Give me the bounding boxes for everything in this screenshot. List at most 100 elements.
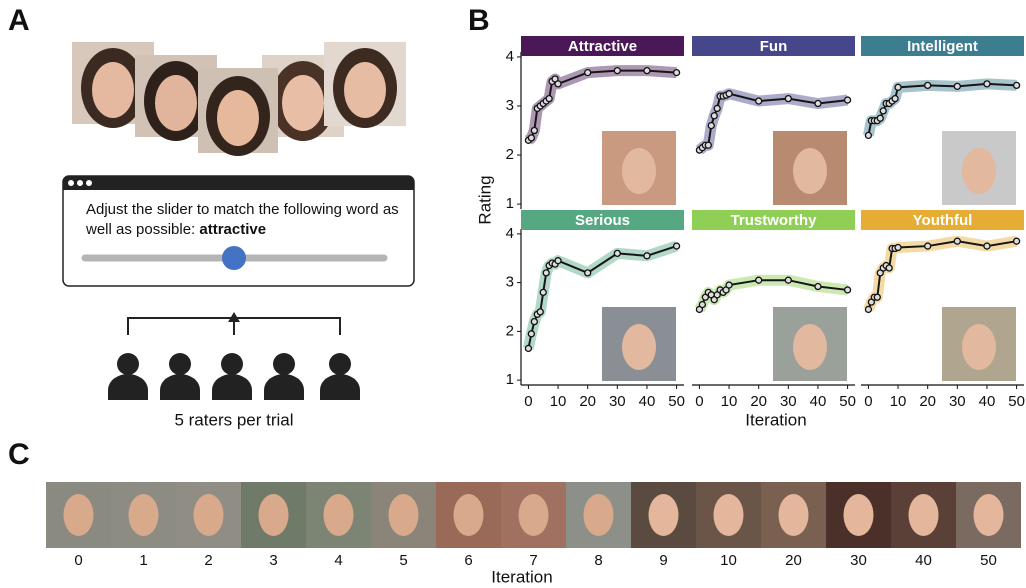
rater-icon (320, 353, 360, 400)
strip-label: 1 (139, 552, 147, 569)
strip-label: 0 (74, 552, 82, 569)
y-tick-label: 4 (506, 225, 514, 242)
strip-face-skin (128, 494, 159, 536)
strip-face-skin (843, 494, 874, 536)
x-tick-label: 10 (550, 393, 567, 410)
strip-face-skin (973, 494, 1004, 536)
rater-body (160, 374, 200, 400)
series-line (867, 82, 1017, 136)
data-point (983, 242, 991, 250)
inset-face-skin (793, 324, 827, 370)
x-tick-label: 40 (979, 393, 996, 410)
strip-face-skin (63, 494, 94, 536)
y-tick-label: 4 (506, 48, 514, 65)
strip-label: 9 (659, 552, 667, 569)
data-point (710, 112, 718, 120)
rater-head (329, 353, 351, 375)
data-point (864, 305, 873, 314)
data-point (843, 96, 852, 104)
strip-face-skin (323, 494, 354, 536)
inset-face-skin (962, 148, 996, 194)
strip-label: 7 (529, 552, 537, 569)
facet-title-bar (861, 36, 1024, 56)
y-tick-label: 2 (506, 322, 514, 339)
data-point (864, 131, 873, 140)
data-point (983, 80, 991, 88)
x-tick-label: 0 (524, 393, 532, 410)
data-point (698, 300, 707, 309)
rater-icon (108, 353, 148, 400)
data-point (584, 269, 592, 277)
data-point (545, 94, 553, 103)
data-point (527, 330, 536, 338)
x-tick-label: 0 (864, 393, 872, 410)
data-point (704, 141, 712, 149)
facet-title: Fun (760, 38, 788, 55)
rater-body (108, 374, 148, 400)
x-tick-label: 50 (1008, 393, 1025, 410)
data-point (527, 134, 536, 142)
data-point (873, 293, 881, 301)
strip-face-skin (713, 494, 744, 536)
panel-label: B (468, 4, 490, 37)
data-point (814, 99, 822, 108)
x-tick-label: 10 (890, 393, 907, 410)
facet-title: Youthful (913, 212, 973, 229)
inset-face-skin (962, 324, 996, 370)
y-tick-label: 3 (506, 97, 514, 114)
data-point (554, 80, 562, 88)
data-point (876, 114, 884, 122)
strip-face-skin (453, 494, 484, 536)
confidence-band (863, 78, 1017, 137)
rater-head (273, 353, 295, 375)
strip-label: 3 (269, 552, 277, 569)
x-tick-label: 30 (609, 393, 626, 410)
x-tick-label: 20 (579, 393, 596, 410)
target-word: attractive (199, 221, 267, 238)
facet-title-bar (521, 36, 684, 56)
strip-label: 8 (594, 552, 602, 569)
facet-title-bar (692, 36, 855, 56)
x-tick-label: 0 (695, 393, 703, 410)
data-point (953, 82, 961, 90)
data-point (1012, 81, 1021, 90)
data-point (755, 276, 763, 284)
x-tick-label: 30 (780, 393, 797, 410)
data-point (1012, 237, 1021, 245)
y-tick-label: 3 (506, 274, 514, 291)
data-point (879, 107, 887, 115)
strip-axis-title: Iteration (491, 567, 552, 586)
data-point (894, 243, 902, 252)
x-tick-label: 20 (750, 393, 767, 410)
strip-face-skin (778, 494, 809, 536)
slider-knob[interactable] (222, 246, 246, 270)
x-axis-title: Iteration (745, 410, 806, 429)
data-point (713, 104, 721, 113)
strip-face-skin (193, 494, 224, 536)
x-tick-label: 50 (839, 393, 856, 410)
raters-caption: 5 raters per trial (174, 410, 293, 429)
data-point (524, 344, 533, 353)
data-point (885, 264, 893, 272)
strip-label: 50 (980, 552, 997, 569)
rater-icon (264, 353, 304, 400)
x-tick-label: 10 (721, 393, 738, 410)
data-point (536, 308, 544, 316)
x-tick-label: 40 (810, 393, 827, 410)
data-point (894, 83, 902, 91)
face-row (72, 42, 406, 156)
y-tick-label: 1 (506, 371, 514, 388)
inset-face-skin (622, 148, 656, 194)
strip-label: 5 (399, 552, 407, 569)
panel-label: C (8, 438, 30, 471)
data-point (672, 242, 681, 250)
facet-title-bar (521, 210, 684, 230)
facet-title: Serious (575, 212, 630, 229)
data-point (891, 94, 899, 103)
x-tick-label: 50 (668, 393, 685, 410)
data-point (784, 276, 792, 284)
task-window (62, 175, 415, 287)
y-tick-label: 2 (506, 146, 514, 163)
strip-label: 20 (785, 552, 802, 569)
